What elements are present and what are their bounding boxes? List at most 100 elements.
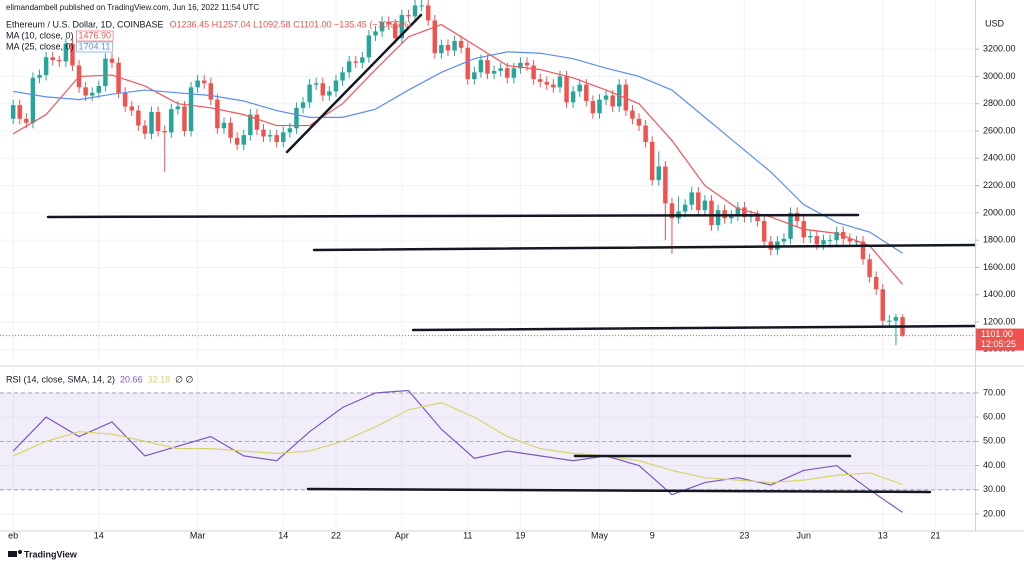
candle-body <box>702 200 708 211</box>
candle-body <box>537 79 543 82</box>
candle-body <box>452 40 457 51</box>
candle-body <box>208 83 214 100</box>
candle-body <box>445 45 451 51</box>
candle-body <box>254 114 260 130</box>
candle-body <box>827 240 833 242</box>
marks-layer <box>0 0 975 513</box>
candle-body <box>808 236 813 238</box>
legend-extra: ∅ ∅ <box>175 374 193 384</box>
candle-body <box>267 135 273 137</box>
x-tick-label: 11 <box>463 530 472 540</box>
trend-line <box>285 13 423 154</box>
x-tick-label: Mar <box>190 530 206 540</box>
candle-body <box>696 192 701 211</box>
candle-body <box>511 68 517 78</box>
candle-body <box>320 83 326 96</box>
x-tick-label: 23 <box>739 530 749 540</box>
candle-body <box>491 70 497 74</box>
candle-body <box>518 62 523 69</box>
candle-body <box>505 68 510 78</box>
candle-body <box>313 83 319 85</box>
candle-body <box>729 215 734 219</box>
price-tag-label: 1101.00 <box>981 329 1013 339</box>
y-tick-label: 2800.00 <box>983 98 1016 108</box>
x-tick-label: Apr <box>395 530 409 540</box>
candle-body <box>17 105 23 119</box>
candle-body <box>195 80 200 88</box>
y-tick-label: 2400.00 <box>983 153 1016 163</box>
candle-body <box>57 60 62 62</box>
legend-label: MA (25, close, 0) <box>6 41 74 51</box>
candle-body <box>630 110 635 119</box>
price-tag <box>976 328 1024 351</box>
trend-line <box>312 243 977 252</box>
candle-body <box>656 166 662 181</box>
candle-body <box>10 105 16 119</box>
y-tick-label: 50.00 <box>983 436 1006 446</box>
candle-body <box>129 106 134 111</box>
candle-body <box>327 91 332 96</box>
candle-body <box>814 236 820 245</box>
x-tick-label: 19 <box>515 530 525 540</box>
x-tick-label: May <box>591 530 609 540</box>
candle-body <box>735 207 741 216</box>
candle-body <box>169 109 174 133</box>
candle-body <box>873 277 879 290</box>
candle-body <box>300 102 306 108</box>
candle-body <box>834 231 839 241</box>
legend-value: 1476.90 <box>79 30 112 40</box>
brand: TradingView <box>24 549 78 559</box>
legend-value-box <box>76 41 113 53</box>
candle-body <box>353 61 358 63</box>
candle-body <box>860 241 866 260</box>
logo-shape <box>18 550 22 554</box>
candle-body <box>880 289 886 321</box>
logo-shape <box>8 551 17 557</box>
candle-body <box>43 57 49 76</box>
candle-body <box>50 57 55 61</box>
candle-body <box>465 47 470 80</box>
x-tick-label: 22 <box>331 530 341 540</box>
candle-body <box>201 80 207 84</box>
candle-body <box>340 72 345 81</box>
candle-body <box>346 61 352 73</box>
candle-body <box>30 77 36 123</box>
candle-body <box>393 24 398 39</box>
candle-body <box>89 92 95 96</box>
candle-body <box>360 57 365 63</box>
candle-body <box>149 111 154 134</box>
candle-body <box>761 221 767 242</box>
candle-body <box>485 60 490 74</box>
candle-body <box>531 65 536 80</box>
candle-body <box>70 43 75 66</box>
candle-body <box>847 238 853 242</box>
candle-body <box>669 203 675 219</box>
candle-body <box>709 200 714 226</box>
countdown-label: 12:05:25 <box>981 339 1016 349</box>
candle-body <box>755 215 760 222</box>
y-tick-label: 3200.00 <box>983 44 1016 54</box>
x-tick-label: 9 <box>650 530 655 540</box>
candle-body <box>281 132 286 142</box>
trend-line <box>46 213 860 219</box>
candle-body <box>221 122 227 129</box>
y-tick-label: 2200.00 <box>983 180 1016 190</box>
candle-body <box>399 15 405 39</box>
candle-body <box>557 76 563 88</box>
candle-body <box>37 75 42 78</box>
candle-body <box>136 110 141 126</box>
candle-body <box>109 58 115 63</box>
candle-body <box>643 125 648 142</box>
candle-body <box>781 238 787 242</box>
candle-body <box>478 60 484 73</box>
candle-body <box>458 40 464 48</box>
candle-body <box>597 99 602 114</box>
candle-body <box>24 118 29 123</box>
candle-body <box>274 135 279 142</box>
candle-body <box>570 91 576 103</box>
candle-body <box>472 72 477 80</box>
legend-value-box <box>76 30 114 42</box>
candle-body <box>234 137 240 145</box>
candle-body <box>386 21 391 25</box>
